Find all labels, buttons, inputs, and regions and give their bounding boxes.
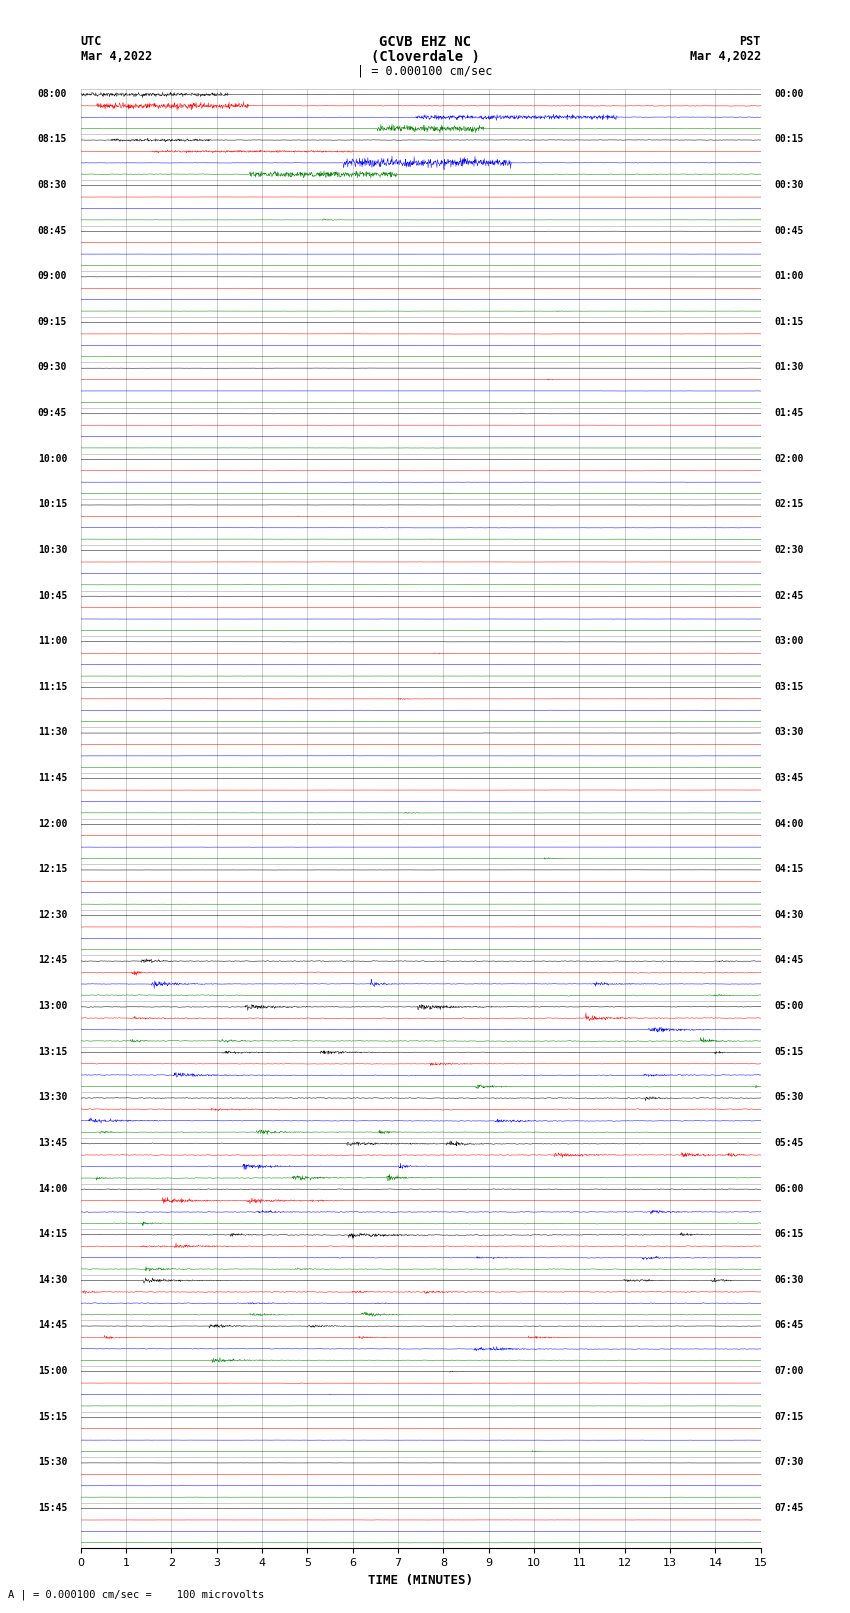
Text: 02:15: 02:15	[774, 500, 804, 510]
Text: 08:45: 08:45	[37, 226, 67, 235]
Text: 07:15: 07:15	[774, 1411, 804, 1421]
Text: 15:45: 15:45	[37, 1503, 67, 1513]
Text: 14:30: 14:30	[37, 1274, 67, 1286]
Text: 01:30: 01:30	[774, 363, 804, 373]
Text: 07:30: 07:30	[774, 1457, 804, 1468]
Text: 13:00: 13:00	[37, 1002, 67, 1011]
X-axis label: TIME (MINUTES): TIME (MINUTES)	[368, 1574, 473, 1587]
Text: 12:00: 12:00	[37, 819, 67, 829]
Text: 14:15: 14:15	[37, 1229, 67, 1239]
Text: 00:30: 00:30	[774, 181, 804, 190]
Text: 15:15: 15:15	[37, 1411, 67, 1421]
Text: UTC: UTC	[81, 35, 102, 48]
Text: Mar 4,2022: Mar 4,2022	[689, 50, 761, 63]
Text: 03:45: 03:45	[774, 773, 804, 782]
Text: 07:45: 07:45	[774, 1503, 804, 1513]
Text: 10:00: 10:00	[37, 453, 67, 463]
Text: 15:00: 15:00	[37, 1366, 67, 1376]
Text: 06:30: 06:30	[774, 1274, 804, 1286]
Text: 14:45: 14:45	[37, 1321, 67, 1331]
Text: Mar 4,2022: Mar 4,2022	[81, 50, 152, 63]
Text: GCVB EHZ NC: GCVB EHZ NC	[379, 35, 471, 50]
Text: 02:00: 02:00	[774, 453, 804, 463]
Text: 08:00: 08:00	[37, 89, 67, 98]
Text: 12:45: 12:45	[37, 955, 67, 966]
Text: (Cloverdale ): (Cloverdale )	[371, 50, 479, 65]
Text: 11:15: 11:15	[37, 682, 67, 692]
Text: 00:15: 00:15	[774, 134, 804, 144]
Text: 00:00: 00:00	[774, 89, 804, 98]
Text: 01:15: 01:15	[774, 316, 804, 327]
Text: 10:45: 10:45	[37, 590, 67, 600]
Text: 12:15: 12:15	[37, 865, 67, 874]
Text: PST: PST	[740, 35, 761, 48]
Text: 01:00: 01:00	[774, 271, 804, 281]
Text: 12:30: 12:30	[37, 910, 67, 919]
Text: 04:00: 04:00	[774, 819, 804, 829]
Text: 09:00: 09:00	[37, 271, 67, 281]
Text: 07:00: 07:00	[774, 1366, 804, 1376]
Text: | = 0.000100 cm/sec: | = 0.000100 cm/sec	[357, 65, 493, 77]
Text: 09:15: 09:15	[37, 316, 67, 327]
Text: 02:45: 02:45	[774, 590, 804, 600]
Text: 13:15: 13:15	[37, 1047, 67, 1057]
Text: 05:45: 05:45	[774, 1137, 804, 1148]
Text: 06:45: 06:45	[774, 1321, 804, 1331]
Text: 10:30: 10:30	[37, 545, 67, 555]
Text: 10:15: 10:15	[37, 500, 67, 510]
Text: 04:30: 04:30	[774, 910, 804, 919]
Text: 06:00: 06:00	[774, 1184, 804, 1194]
Text: 01:45: 01:45	[774, 408, 804, 418]
Text: 08:30: 08:30	[37, 181, 67, 190]
Text: 00:45: 00:45	[774, 226, 804, 235]
Text: 03:15: 03:15	[774, 682, 804, 692]
Text: 06:15: 06:15	[774, 1229, 804, 1239]
Text: 11:30: 11:30	[37, 727, 67, 737]
Text: 13:30: 13:30	[37, 1092, 67, 1102]
Text: 04:45: 04:45	[774, 955, 804, 966]
Text: 05:30: 05:30	[774, 1092, 804, 1102]
Text: 02:30: 02:30	[774, 545, 804, 555]
Text: 09:30: 09:30	[37, 363, 67, 373]
Text: 14:00: 14:00	[37, 1184, 67, 1194]
Text: 03:30: 03:30	[774, 727, 804, 737]
Text: 08:15: 08:15	[37, 134, 67, 144]
Text: 05:15: 05:15	[774, 1047, 804, 1057]
Text: 15:30: 15:30	[37, 1457, 67, 1468]
Text: 11:00: 11:00	[37, 636, 67, 647]
Text: 11:45: 11:45	[37, 773, 67, 782]
Text: 03:00: 03:00	[774, 636, 804, 647]
Text: A | = 0.000100 cm/sec =    100 microvolts: A | = 0.000100 cm/sec = 100 microvolts	[8, 1589, 264, 1600]
Text: 13:45: 13:45	[37, 1137, 67, 1148]
Text: 09:45: 09:45	[37, 408, 67, 418]
Text: 05:00: 05:00	[774, 1002, 804, 1011]
Text: 04:15: 04:15	[774, 865, 804, 874]
